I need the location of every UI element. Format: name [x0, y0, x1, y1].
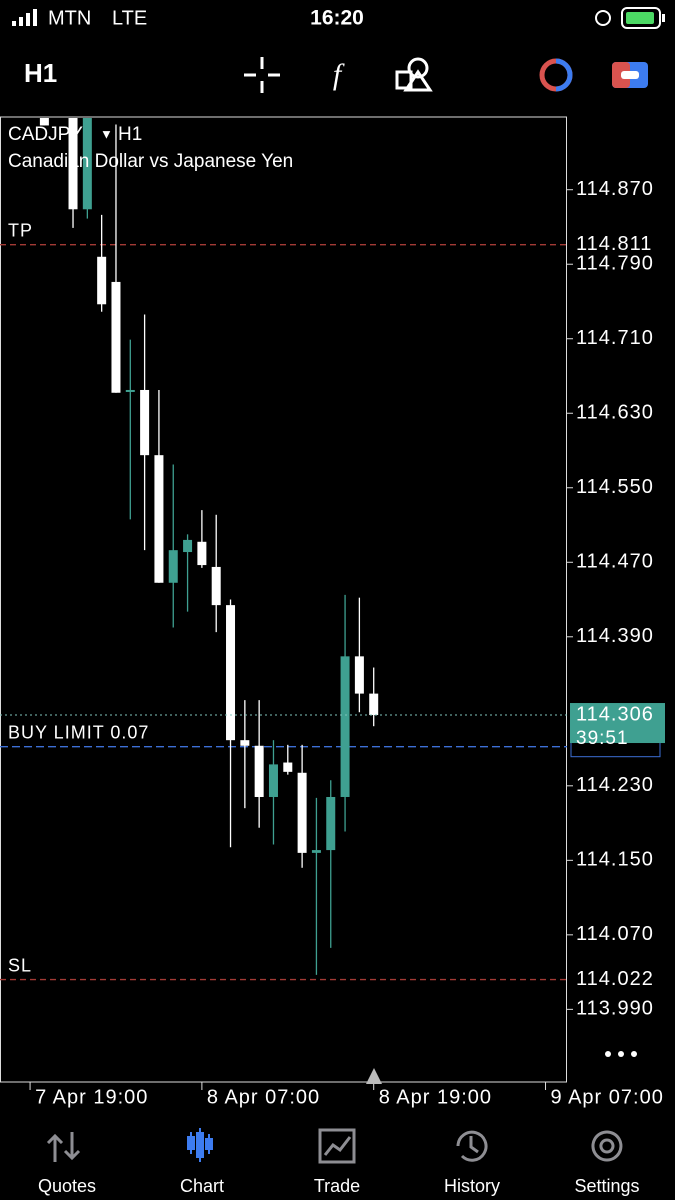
y-tick-label: 114.710	[576, 327, 654, 349]
bottom-nav: Quotes Chart Trade History Settings	[38, 1128, 640, 1196]
y-tick-label: 114.870	[576, 178, 654, 200]
timeframe-button[interactable]: H1	[24, 58, 57, 88]
take_profit-price: 114.811	[576, 233, 652, 255]
candle-body	[226, 605, 236, 741]
clock: 16:20	[310, 7, 364, 30]
lock-icon	[595, 10, 611, 26]
candle-body	[283, 762, 293, 772]
candle-body	[326, 796, 336, 851]
stop_loss-price: 114.022	[576, 968, 654, 990]
y-tick-label: 114.230	[576, 774, 654, 796]
candle-body	[183, 539, 193, 553]
candle-body	[140, 389, 150, 456]
y-tick-label: 114.630	[576, 402, 654, 424]
crosshair-button[interactable]	[244, 57, 280, 93]
y-tick-label: 114.150	[576, 849, 654, 871]
scroll-marker[interactable]	[366, 1068, 382, 1084]
tab-icon	[456, 1130, 488, 1162]
x-tick-label: 8 Apr 07:00	[207, 1086, 320, 1108]
y-tick-label: 114.390	[576, 625, 654, 647]
candle-body	[168, 550, 178, 583]
tab-icon	[318, 1128, 356, 1164]
y-tick-label: 114.070	[576, 923, 654, 945]
carrier: MTN	[48, 7, 91, 29]
y-tick-label: 114.470	[576, 551, 654, 573]
tab-icon	[591, 1130, 623, 1162]
candle-body	[97, 256, 107, 305]
candle-body	[268, 764, 278, 797]
more-button[interactable]	[605, 1051, 637, 1057]
candle-body	[311, 850, 321, 853]
chart-frame	[0, 116, 567, 1083]
chart-timeframe: H1	[118, 124, 142, 145]
candle-body	[240, 740, 250, 746]
take_profit-label: TP	[8, 220, 33, 240]
tab-label[interactable]: Chart	[180, 1176, 224, 1196]
candle-body	[211, 566, 221, 606]
tab-label[interactable]: Quotes	[38, 1176, 96, 1196]
candle-body	[82, 118, 92, 210]
candle-body	[354, 656, 364, 694]
candle-body	[125, 389, 135, 392]
candle-body	[254, 745, 264, 797]
symbol: CADJPY	[8, 124, 83, 145]
candle-body	[111, 281, 121, 393]
tab-icon	[196, 1132, 204, 1158]
trade-indicator[interactable]	[539, 58, 573, 92]
y-tick-label: 114.550	[576, 476, 654, 498]
signal-icon	[12, 9, 37, 26]
bid-tag	[570, 703, 665, 744]
candle-body	[297, 772, 307, 853]
network: LTE	[112, 7, 147, 29]
account-button[interactable]	[612, 62, 648, 88]
candle-body	[340, 656, 350, 797]
stop_loss-label: SL	[8, 955, 32, 975]
candle-body	[197, 541, 207, 566]
dropdown-arrow[interactable]: ▼	[100, 126, 113, 141]
tab-icon	[205, 1138, 213, 1150]
tab-label[interactable]: History	[444, 1176, 500, 1196]
objects-button[interactable]	[395, 57, 433, 92]
bid-price: 114.306	[576, 703, 654, 725]
x-tick-label: 8 Apr 19:00	[379, 1086, 492, 1108]
candle-body	[39, 118, 49, 126]
bar-countdown: 39:51	[576, 728, 629, 749]
candle-body	[68, 118, 78, 210]
y-tick-label: 114.790	[576, 253, 654, 275]
candle-body	[369, 693, 379, 716]
y-tick-label: 113.990	[576, 998, 654, 1020]
symbol-description: Canadian Dollar vs Japanese Yen	[8, 151, 293, 172]
buy_limit-label: BUY LIMIT 0.07	[8, 722, 149, 742]
plot	[0, 118, 573, 1090]
candle-body	[154, 455, 164, 583]
battery-icon	[621, 7, 665, 29]
x-tick-label: 9 Apr 07:00	[551, 1086, 664, 1108]
tab-icon	[46, 1132, 81, 1162]
tab-icon	[187, 1136, 195, 1150]
tab-label[interactable]: Trade	[314, 1176, 360, 1196]
tab-label[interactable]: Settings	[574, 1176, 639, 1196]
x-tick-label: 7 Apr 19:00	[35, 1086, 148, 1108]
